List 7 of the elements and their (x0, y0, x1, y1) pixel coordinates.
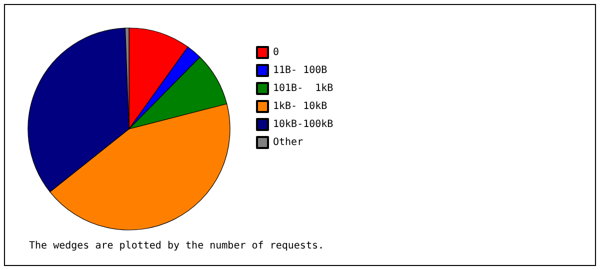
legend-label: 0 (273, 47, 280, 58)
legend-label: Other (273, 137, 304, 148)
legend-label: 101B- 1kB (273, 83, 334, 94)
text: The wedges are plotted by the number of requests. (29, 240, 324, 252)
legend-label: 1kB- 10kB (273, 101, 328, 112)
legend-label: 10kB-100kB (273, 119, 334, 130)
legend-label: 11B- 100B (273, 65, 328, 76)
